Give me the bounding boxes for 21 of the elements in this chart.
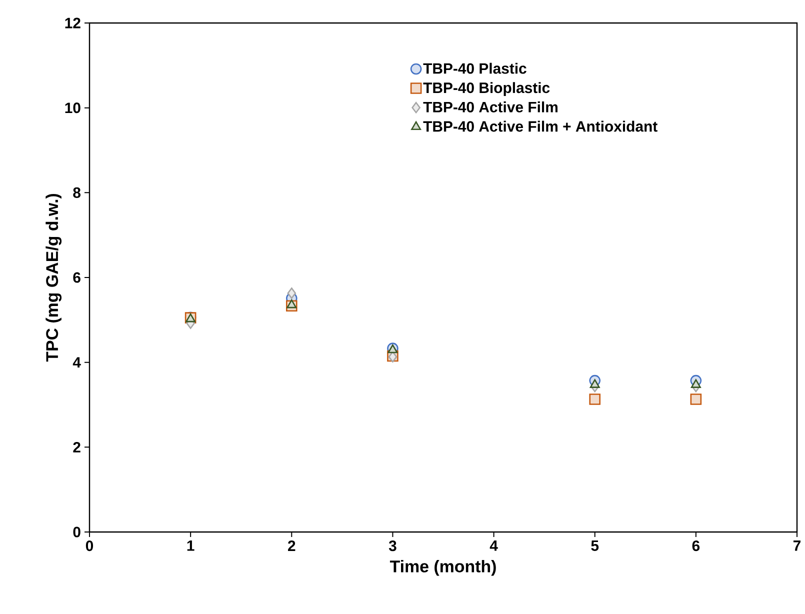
y-tick-label: 10 xyxy=(65,102,80,114)
x-tick-label: 7 xyxy=(793,540,801,551)
legend-label: TBP-40 Plastic xyxy=(423,62,526,74)
x-tick-label: 2 xyxy=(288,540,296,551)
x-axis-title: Time (month) xyxy=(390,560,496,576)
y-tick-label: 2 xyxy=(73,442,80,452)
legend-label: TBP-40 Bioplastic xyxy=(423,82,550,96)
x-tick-label: 0 xyxy=(86,540,94,552)
y-tick-label: 6 xyxy=(73,272,80,283)
x-tick-label: 4 xyxy=(490,540,498,551)
y-tick-label: 0 xyxy=(73,526,80,538)
y-tick-label: 8 xyxy=(73,187,81,198)
legend-label: TBP-40 Active Film xyxy=(423,101,558,112)
x-tick-label: 3 xyxy=(388,540,396,552)
y-tick-label: 4 xyxy=(72,357,81,368)
x-tick-label: 5 xyxy=(591,540,599,551)
y-tick-label: 12 xyxy=(65,18,80,28)
legend-label: TBP-40 Active Film + Antioxidant xyxy=(423,120,658,132)
x-tick-label: 1 xyxy=(187,540,194,551)
x-tick-label: 6 xyxy=(692,540,700,552)
y-axis-title: TPC (mg GAE/g d.w.) xyxy=(46,194,62,362)
